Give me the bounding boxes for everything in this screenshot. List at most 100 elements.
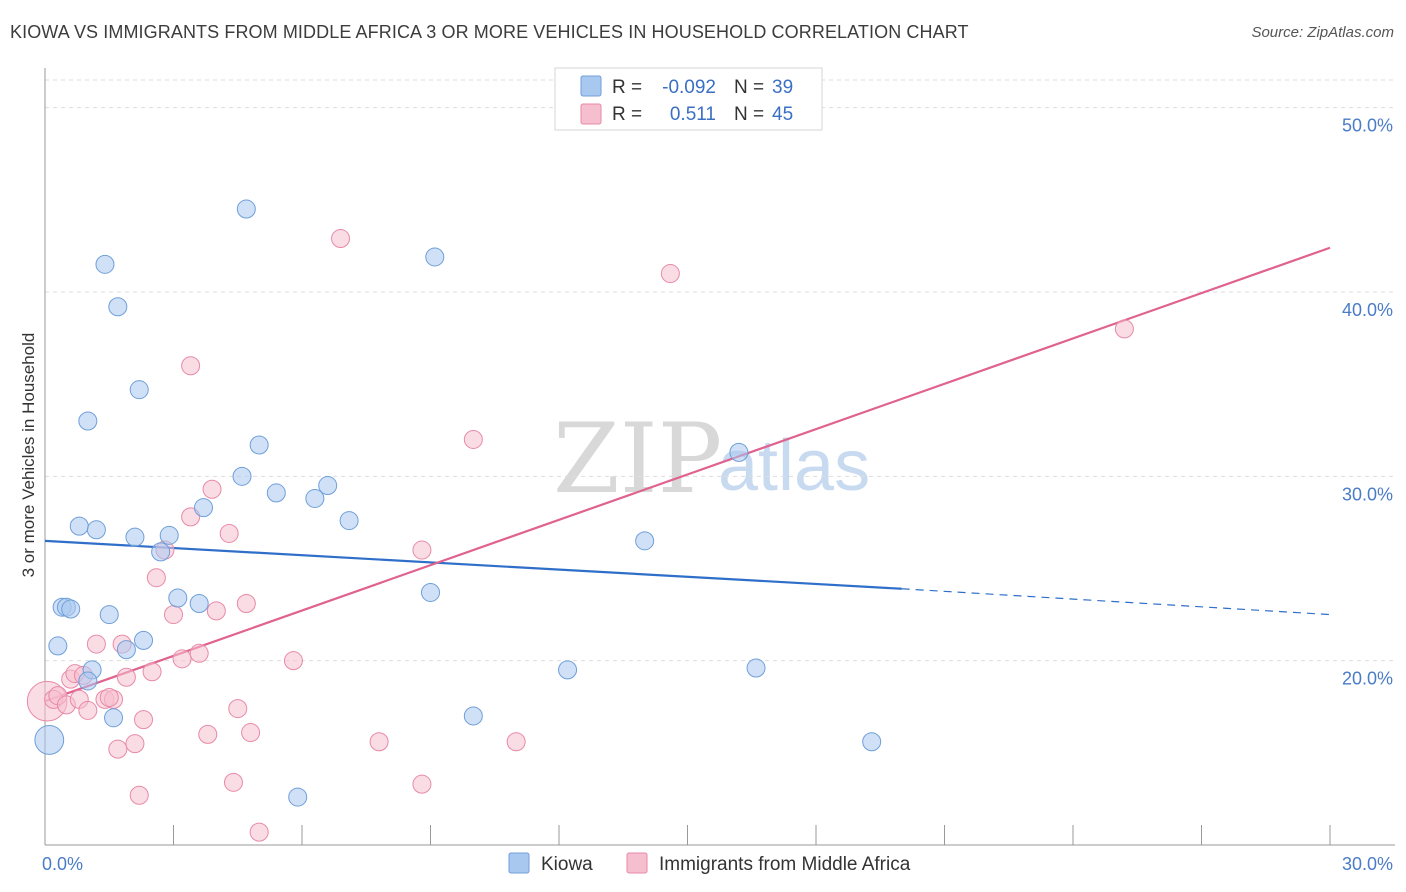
africa-point — [116, 667, 136, 687]
kiowa-points — [34, 199, 882, 807]
africa-point — [236, 594, 256, 614]
x-tick-label: 30.0% — [1342, 854, 1393, 874]
x-tick-label: 0.0% — [42, 854, 83, 874]
africa-point — [86, 634, 106, 654]
kiowa-point — [305, 488, 325, 508]
africa-point — [99, 688, 119, 708]
kiowa-point — [729, 442, 749, 462]
africa-point — [78, 700, 98, 720]
legend-r-label-kiowa: R = — [612, 77, 642, 98]
legend-n-label-kiowa: N = — [734, 77, 764, 98]
chart-title: KIOWA VS IMMIGRANTS FROM MIDDLE AFRICA 3… — [10, 22, 969, 42]
kiowa-point — [189, 594, 209, 614]
kiowa-trend-extension — [901, 588, 1331, 616]
legend-r-label-africa: R = — [612, 104, 642, 125]
trendlines — [44, 246, 1331, 703]
watermark: ZIP atlas — [553, 403, 870, 515]
y-tick-label: 20.0% — [1342, 669, 1393, 689]
kiowa-point — [95, 254, 115, 274]
kiowa-point — [339, 511, 359, 531]
legend-swatch-kiowa — [580, 75, 602, 97]
africa-point — [146, 568, 166, 588]
bottom-legend-label-kiowa: Kiowa — [541, 854, 593, 875]
africa-points — [26, 229, 1134, 842]
africa-point — [108, 739, 128, 759]
africa-point — [463, 429, 483, 449]
africa-point — [660, 264, 680, 284]
kiowa-point — [99, 605, 119, 625]
kiowa-point — [635, 531, 655, 551]
kiowa-point — [288, 787, 308, 807]
kiowa-point — [151, 542, 171, 562]
legend-swatch-africa — [580, 103, 602, 125]
legend-r-value-kiowa: -0.092 — [662, 77, 716, 98]
africa-point — [369, 732, 389, 752]
africa-point — [228, 699, 248, 719]
kiowa-point — [746, 658, 766, 678]
africa-point — [198, 724, 218, 744]
legend-n-value-kiowa: 39 — [772, 77, 793, 98]
kiowa-point — [266, 483, 286, 503]
y-axis-label: 3 or more Vehicles in Household — [19, 333, 38, 578]
africa-point — [241, 723, 261, 743]
africa-point — [1114, 319, 1134, 339]
africa-point — [249, 822, 269, 842]
africa-point — [164, 605, 183, 625]
kiowa-trend-line — [44, 539, 902, 590]
legend-n-value-africa: 45 — [772, 104, 793, 125]
gridlines — [45, 79, 1395, 662]
africa-point — [206, 601, 226, 621]
kiowa-point — [425, 247, 445, 267]
africa-point — [331, 229, 351, 249]
bottom-legend-label-africa: Immigrants from Middle Africa — [659, 854, 911, 875]
africa-trend-line — [44, 246, 1331, 703]
africa-point — [189, 643, 209, 663]
africa-point — [412, 774, 432, 794]
africa-point — [219, 523, 239, 543]
watermark-atlas: atlas — [718, 426, 870, 506]
kiowa-point — [318, 476, 338, 496]
kiowa-point — [78, 671, 98, 691]
kiowa-point — [232, 466, 252, 486]
source-credit: Source: ZipAtlas.com — [1251, 24, 1394, 41]
bottom-legend-swatch-africa — [626, 852, 648, 874]
africa-point — [223, 772, 243, 792]
watermark-zip: ZIP — [553, 403, 722, 515]
legend-n-label-africa: N = — [734, 104, 764, 125]
bottom-legend-swatch-kiowa — [508, 852, 530, 874]
kiowa-point — [86, 520, 106, 540]
kiowa-point — [108, 297, 128, 317]
kiowa-point — [558, 660, 578, 680]
kiowa-point — [168, 588, 188, 608]
kiowa-point — [249, 435, 269, 455]
africa-point — [283, 651, 303, 671]
africa-point — [134, 710, 154, 730]
africa-point — [412, 540, 432, 560]
y-tick-label: 40.0% — [1342, 300, 1393, 320]
africa-point — [506, 732, 526, 752]
kiowa-point — [104, 708, 124, 728]
correlation-legend: R = -0.092 N = 39 R = 0.511 N = 45 — [554, 67, 823, 131]
africa-point — [172, 649, 192, 669]
y-tick-label: 50.0% — [1342, 116, 1393, 136]
kiowa-point — [463, 706, 483, 726]
africa-point — [181, 356, 201, 376]
kiowa-point — [129, 380, 149, 400]
kiowa-point — [862, 732, 882, 752]
series-legend: Kiowa Immigrants from Middle Africa — [508, 852, 911, 875]
kiowa-point — [48, 636, 68, 656]
kiowa-point — [116, 640, 136, 660]
kiowa-point — [78, 411, 98, 431]
legend-r-value-africa: 0.511 — [670, 104, 716, 125]
y-tick-label: 30.0% — [1342, 484, 1393, 504]
africa-point — [129, 785, 149, 805]
kiowa-point — [34, 725, 65, 755]
x-tick-labels: 0.0% 30.0% — [42, 854, 1393, 874]
africa-point — [181, 507, 201, 527]
africa-point — [125, 734, 145, 754]
y-tick-labels: 20.0% 30.0% 40.0% 50.0% — [1342, 116, 1393, 689]
kiowa-point — [159, 525, 179, 545]
kiowa-point — [421, 582, 440, 602]
africa-point — [202, 479, 222, 499]
